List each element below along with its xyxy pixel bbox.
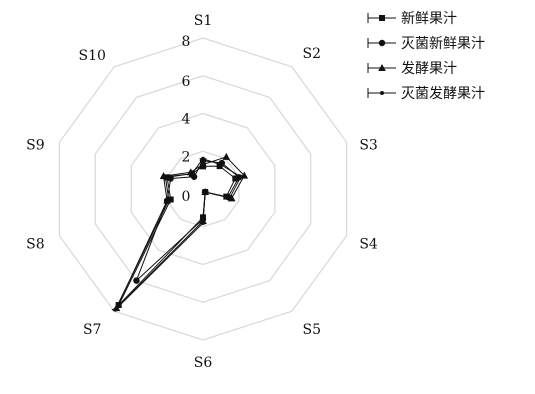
axis-label-s10: S10	[78, 48, 105, 64]
legend-marker-3	[378, 64, 386, 71]
series-3-point-s2	[222, 152, 231, 160]
series-line-1	[118, 165, 236, 306]
grid-ring-8	[58, 37, 348, 341]
grid-ring-6	[94, 75, 312, 303]
tick-label-8: 8	[182, 34, 191, 50]
axis-label-s6: S6	[194, 355, 213, 371]
radar-grid	[58, 37, 348, 341]
axis-label-s7: S7	[83, 322, 102, 338]
tick-label-0: 0	[182, 189, 191, 205]
axis-label-s9: S9	[26, 137, 45, 153]
series-2-point-s7	[133, 277, 140, 284]
axis-label-s3: S3	[359, 137, 378, 153]
radar-axes: S1 S2 S3 S4 S5 S6 S7 S8 S9 S10	[26, 13, 378, 371]
series-2-point-s9	[167, 175, 174, 182]
axis-label-s1: S1	[194, 13, 213, 29]
series-1-point-s7	[115, 302, 122, 309]
series-1-point-s3	[232, 175, 239, 182]
legend-item-4: 灭菌发酵果汁	[367, 86, 485, 102]
series-4	[111, 156, 245, 312]
tick-label-6: 6	[182, 74, 191, 90]
axis-label-s5: S5	[303, 322, 322, 338]
tick-label-4: 4	[182, 112, 191, 128]
legend-label-1: 新鲜果汁	[401, 11, 457, 27]
series-3	[112, 152, 249, 312]
legend-label-2: 灭菌新鲜果汁	[401, 36, 485, 52]
series-line-4	[114, 158, 242, 310]
axis-label-s8: S8	[26, 237, 45, 253]
series-1	[115, 163, 239, 309]
legend-marker-2	[378, 39, 386, 47]
series-2	[133, 157, 243, 284]
series-3-point-s1	[199, 160, 207, 168]
legend-item-3: 发酵果汁	[367, 61, 457, 77]
legend-label-4: 灭菌发酵果汁	[401, 86, 485, 102]
legend-item-1: 新鲜果汁	[367, 11, 457, 27]
radial-ticks: 0 2 4 6 8	[182, 34, 191, 205]
series-line-3	[116, 156, 245, 309]
legend-label-3: 发酵果汁	[401, 61, 457, 77]
series-group	[111, 152, 249, 312]
grid-ring-2	[166, 150, 240, 228]
tick-label-2: 2	[182, 149, 191, 165]
axis-label-s4: S4	[359, 237, 378, 253]
legend-marker-1	[379, 15, 385, 21]
axis-label-s2: S2	[303, 46, 322, 62]
legend-item-2: 灭菌新鲜果汁	[367, 36, 485, 52]
grid-ring-4	[130, 112, 276, 266]
